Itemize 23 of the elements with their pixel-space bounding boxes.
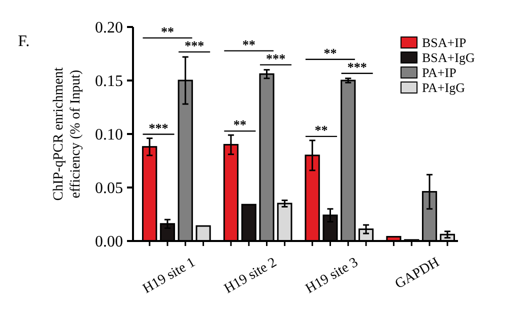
annotation: *** bbox=[266, 50, 286, 66]
y-tick-label: 0.05 bbox=[95, 180, 123, 198]
annotation: ** bbox=[314, 122, 328, 138]
annotation: *** bbox=[184, 38, 204, 53]
y-tick-label: 0.20 bbox=[95, 20, 123, 37]
annotation: ** bbox=[242, 36, 256, 52]
x-tick-label: H19 site 1 bbox=[140, 255, 198, 297]
y-tick-label: 0.10 bbox=[95, 126, 123, 144]
annotation: *** bbox=[347, 59, 367, 74]
annotation: ** bbox=[160, 24, 174, 39]
y-tick-label: 0.15 bbox=[95, 73, 123, 90]
annotation: *** bbox=[148, 120, 168, 136]
x-tick-label: H19 site 2 bbox=[222, 255, 280, 297]
annotation: ** bbox=[324, 45, 337, 60]
legend-label: PA+IP bbox=[422, 65, 456, 80]
chart-title: F. bbox=[18, 33, 30, 50]
legend-label: BSA+IP bbox=[422, 35, 466, 50]
legend-label: PA+IgG bbox=[422, 80, 465, 95]
y-tick-label: 0.00 bbox=[95, 234, 123, 251]
y-axis-title: ChIP-qPCR enrichment efficiency (% of Input) bbox=[52, 67, 84, 201]
annotation: ** bbox=[233, 117, 246, 132]
x-tick-label: H19 site 3 bbox=[303, 255, 361, 297]
legend-label: BSA+IgG bbox=[422, 50, 475, 65]
